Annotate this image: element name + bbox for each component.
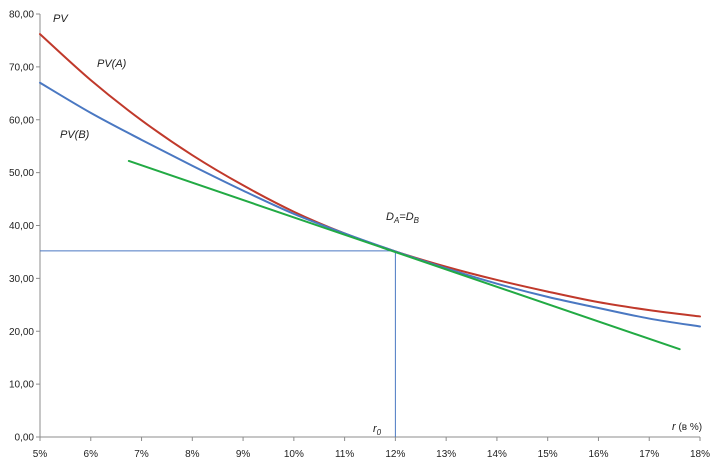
- r0-sub: 0: [377, 428, 382, 437]
- duration-equality-label: DA=DB: [386, 211, 420, 225]
- x-tick-label: 13%: [436, 449, 456, 460]
- y-tick-label: 10,00: [9, 380, 34, 391]
- r0-label: r0: [373, 423, 382, 437]
- y-tick-label: 40,00: [9, 221, 34, 232]
- y-tick-label: 30,00: [9, 274, 34, 285]
- y-tick-label: 50,00: [9, 168, 34, 179]
- x-tick-label: 10%: [284, 449, 304, 460]
- x-tick-label: 6%: [84, 449, 99, 460]
- x-tick-label: 14%: [487, 449, 507, 460]
- x-tick-label: 11%: [335, 449, 354, 460]
- duration-sub-a: A: [393, 216, 399, 225]
- x-ticks: 5% 6% 7% 8% 9% 10% 11% 12% 13% 14% 15% 16% 17% 18%: [33, 437, 710, 460]
- y-tick-label: 70,00: [9, 62, 34, 73]
- annotations: PV PV(A) PV(B) DA=DB r0 r (в %): [53, 13, 702, 437]
- tangent-line: [127, 159, 681, 351]
- x-axis-title: r (в %): [672, 421, 702, 433]
- x-tick-label: 5%: [33, 449, 48, 460]
- r0-main: r: [373, 423, 378, 435]
- pv-a-label: PV(A): [97, 58, 127, 70]
- duration-eq-d: =D: [399, 211, 413, 223]
- pv-b-label: PV(B): [60, 129, 90, 141]
- x-axis-title-unit: (в %): [676, 422, 702, 433]
- y-tick-label: 60,00: [9, 115, 34, 126]
- series-lines: [39, 33, 701, 351]
- x-tick-label: 9%: [236, 449, 251, 460]
- y-tick-label: 80,00: [9, 10, 34, 21]
- reference-lines: [40, 250, 396, 437]
- pv-a-curve: [39, 33, 701, 318]
- y-tick-label: 20,00: [9, 327, 34, 338]
- x-tick-label: 17%: [639, 449, 659, 460]
- x-tick-label: 7%: [134, 449, 149, 460]
- axes: [39, 14, 700, 438]
- y-tick-label: 0,00: [15, 433, 35, 444]
- duration-d-a: D: [386, 211, 394, 223]
- x-tick-label: 15%: [538, 449, 558, 460]
- x-tick-label: 8%: [185, 449, 200, 460]
- x-tick-label: 12%: [385, 449, 405, 460]
- duration-sub-b: B: [414, 216, 420, 225]
- pv-label: PV: [53, 13, 69, 25]
- x-tick-label: 18%: [690, 449, 710, 460]
- y-ticks: 0,00 10,00 20,00 30,00 40,00 50,00 60,00 70,00 8…: [9, 10, 40, 444]
- x-axis-title-var: r: [672, 421, 677, 433]
- x-tick-label: 16%: [588, 449, 608, 460]
